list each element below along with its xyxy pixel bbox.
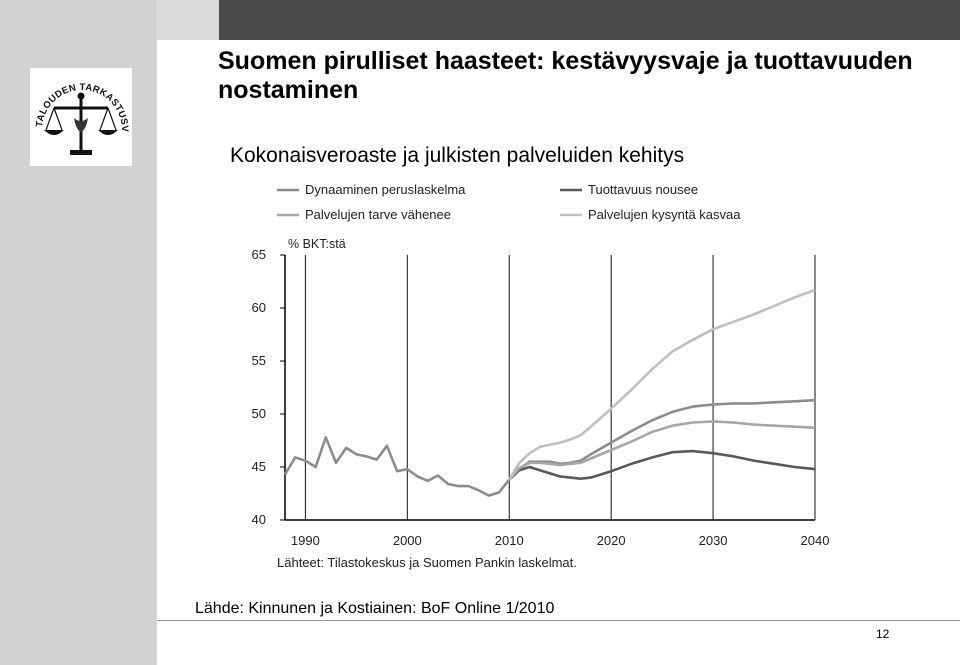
x-tick-label: 2000 [393, 533, 422, 548]
x-tick-label: 2040 [801, 533, 830, 548]
footer-rule-left [157, 620, 217, 621]
x-tick-label: 2030 [699, 533, 728, 548]
y-tick-label: 55 [252, 353, 266, 368]
page-number: 12 [876, 627, 890, 641]
slide-source: Lähde: Kinnunen ja Kostiainen: BoF Onlin… [195, 600, 555, 617]
series-line-1 [283, 398, 816, 497]
chart-legend: Dynaaminen peruslaskelma Tuottavuus nouse… [277, 182, 741, 222]
y-tick-label: 45 [252, 459, 266, 474]
legend-label: Palvelujen kysyntä kasvaa [588, 207, 741, 222]
series-line-3 [508, 420, 816, 481]
x-tick-label: 2020 [597, 533, 626, 548]
agency-logo: VALTIONTALOUDEN TARKASTUSVIRASTO [26, 60, 132, 166]
series-line-2 [508, 449, 816, 481]
chart-source-note: Lähteet: Tilastokeskus ja Suomen Pankin … [277, 555, 577, 570]
series-line-4 [508, 288, 816, 481]
y-tick-label: 40 [252, 512, 266, 527]
y-tick-label: 65 [252, 247, 266, 262]
chart-ticks: 1990 2000 2010 2020 2030 2040 40 45 50 55 60 65 [252, 247, 830, 548]
legend-label: Tuottavuus nousee [588, 182, 698, 197]
x-tick-label: 2010 [495, 533, 524, 548]
slide-title: Suomen pirulliset haasteet: kestävyysvaj… [218, 47, 913, 104]
chart-grid [280, 254, 816, 521]
scales-of-justice-icon: VALTIONTALOUDEN TARKASTUSVIRASTO [26, 60, 130, 155]
x-tick-label: 1990 [291, 533, 320, 548]
legend-label: Palvelujen tarve vähenee [305, 207, 451, 222]
header-accent-light [157, 0, 219, 40]
y-axis-label: % BKT:stä [288, 237, 346, 251]
chart-title: Kokonaisveroaste ja julkisten palveluide… [230, 144, 685, 167]
legend-label: Dynaaminen peruslaskelma [305, 182, 466, 197]
footer-rule [217, 620, 960, 621]
y-tick-label: 60 [252, 300, 266, 315]
y-tick-label: 50 [252, 406, 266, 421]
line-chart: Dynaaminen peruslaskelma Tuottavuus nouse… [252, 182, 830, 570]
header-bar [219, 0, 960, 40]
chart-series [283, 288, 816, 497]
